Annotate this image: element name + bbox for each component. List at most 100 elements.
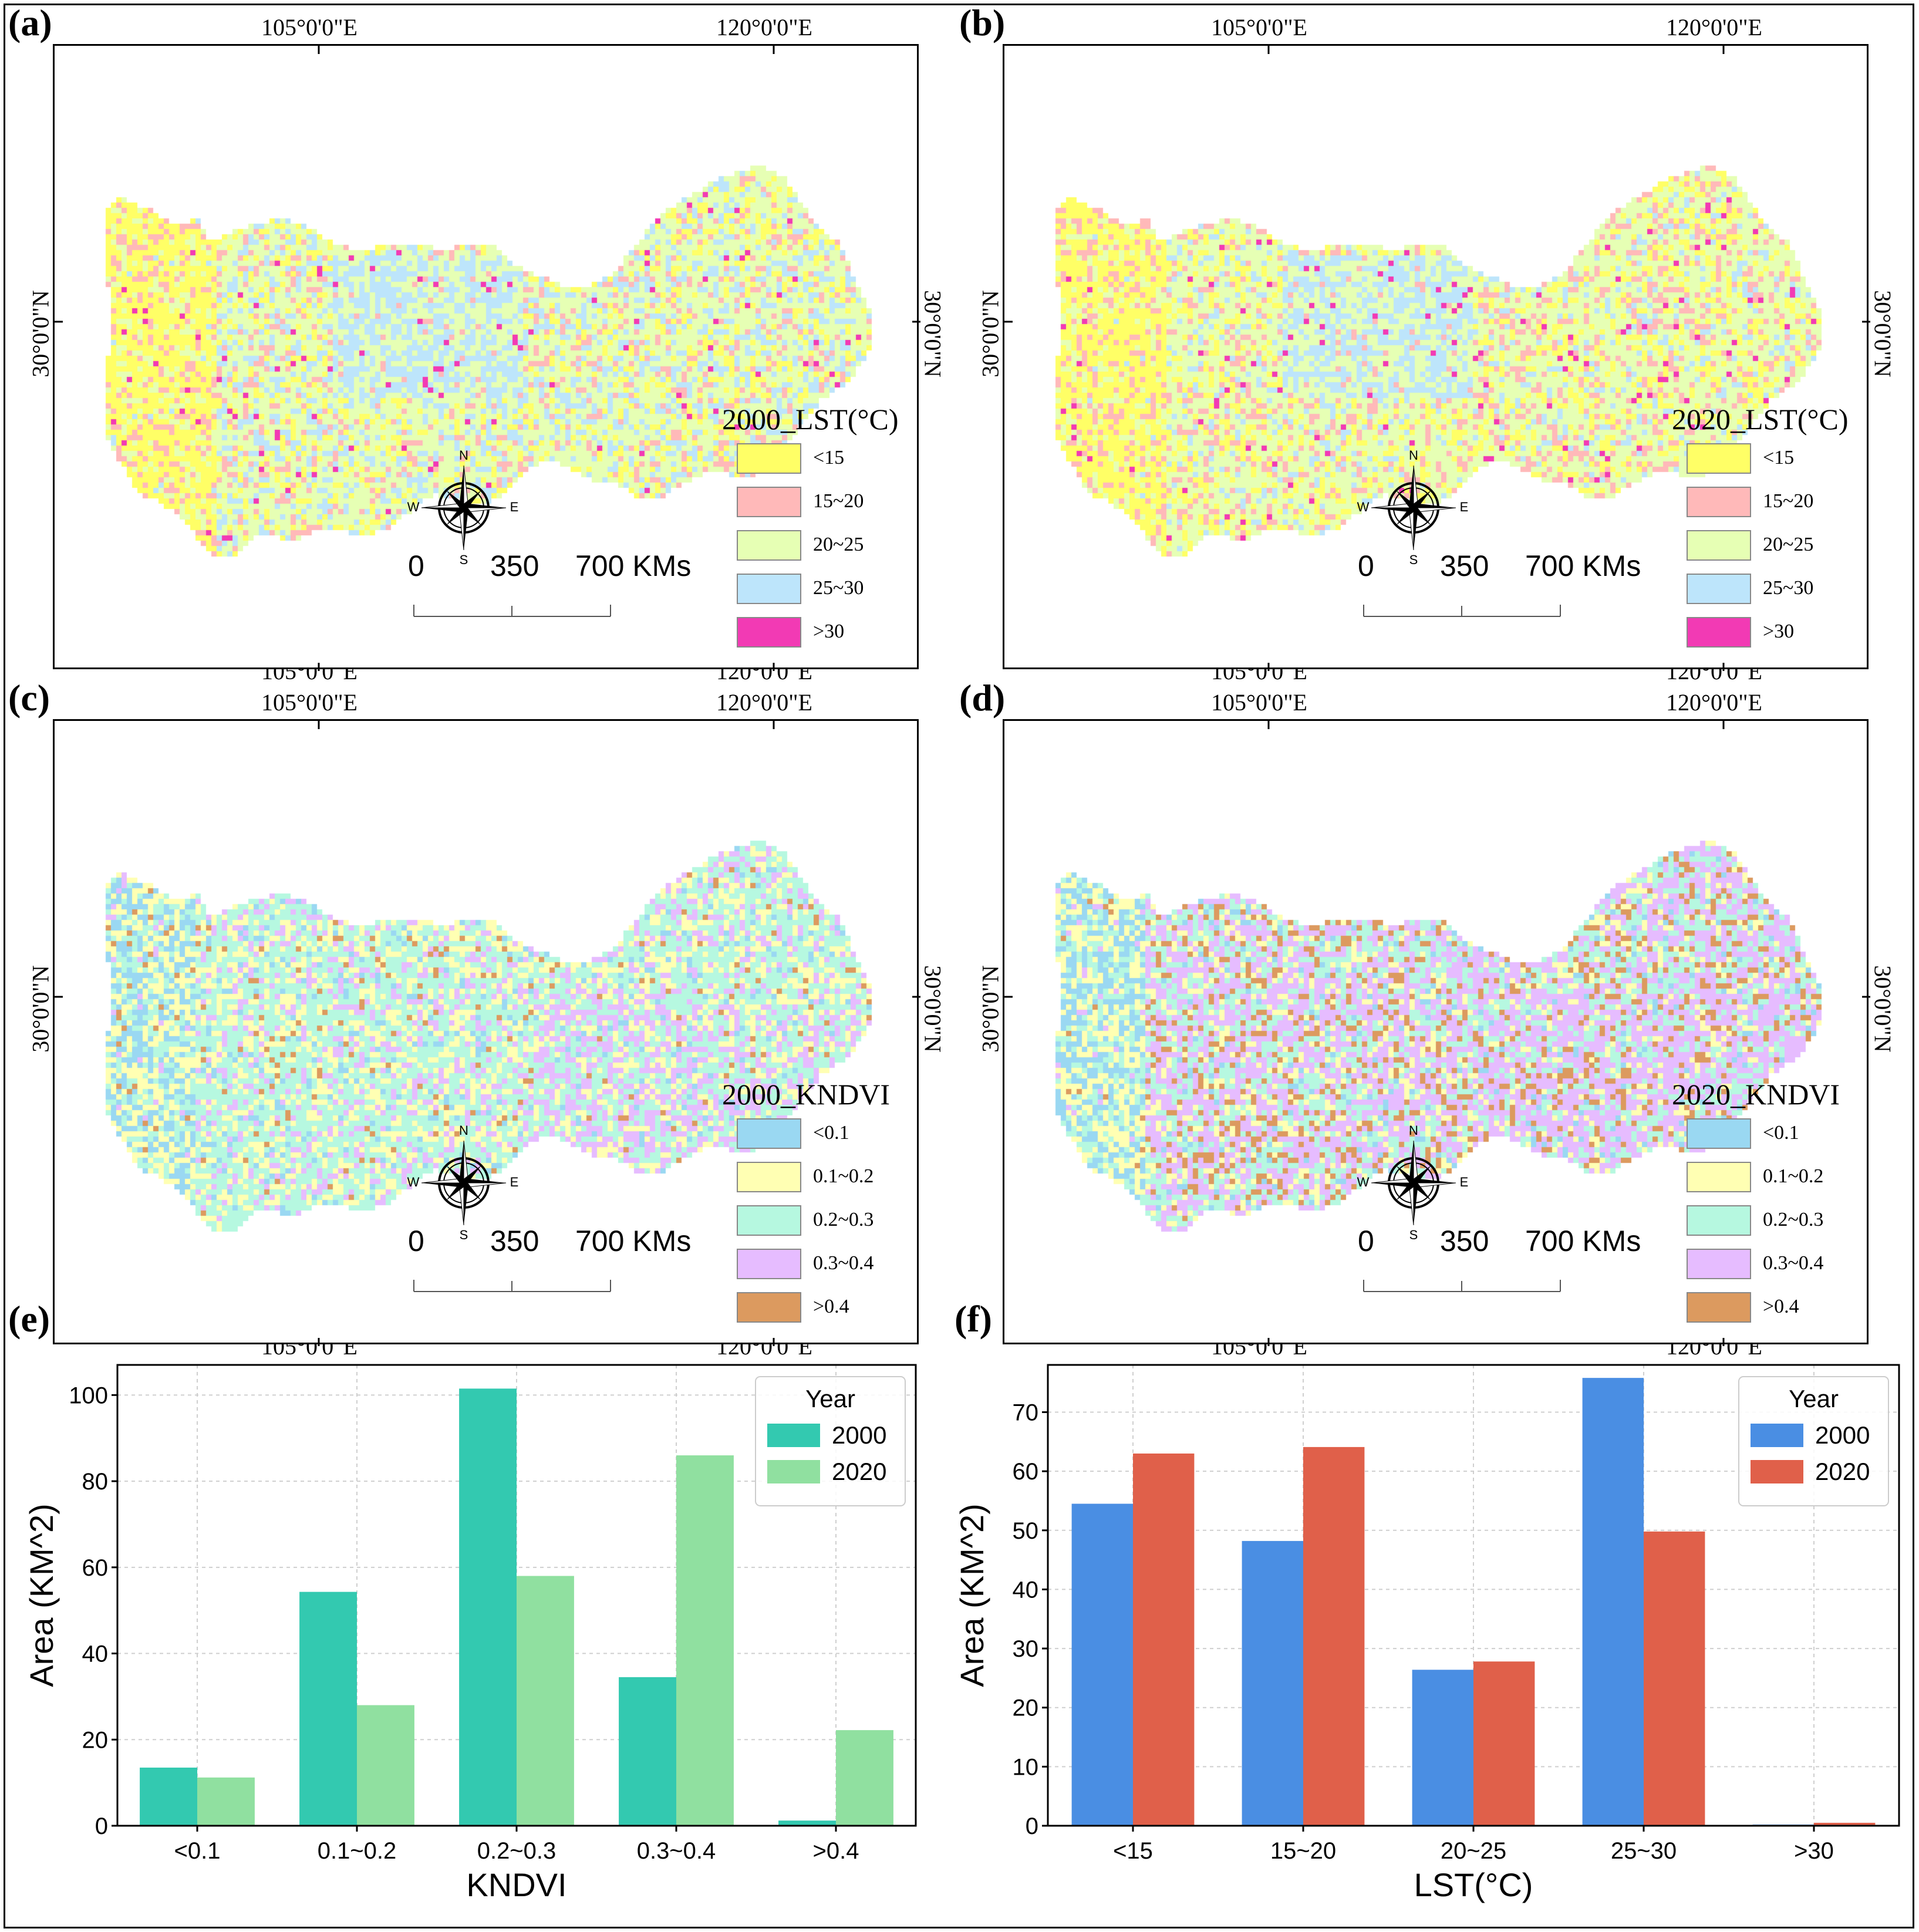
classified-raster-map xyxy=(1004,46,1870,671)
y-tick-label: 100 xyxy=(69,1383,108,1408)
legend-entry: 2000 xyxy=(1815,1421,1870,1449)
legend-label: 0.2~0.3 xyxy=(813,1209,874,1230)
legend-label: <15 xyxy=(1763,447,1795,468)
bar-2000-4 xyxy=(778,1820,836,1826)
compass-letter-n: N xyxy=(459,449,468,463)
y-tick-label: 20 xyxy=(1013,1695,1039,1721)
x-axis-label: KNDVI xyxy=(466,1866,566,1903)
legend-title: Year xyxy=(1789,1385,1839,1412)
compass-letter-w: W xyxy=(407,500,420,514)
x-axis-label: LST(°C) xyxy=(1414,1866,1533,1903)
scale-bar-label-end: 700 KMs xyxy=(1525,549,1641,582)
bar-2020-0 xyxy=(1133,1453,1195,1826)
compass-letter-e: E xyxy=(510,1175,519,1189)
compass-letter-s: S xyxy=(1409,552,1418,567)
legend-swatch xyxy=(737,1118,801,1149)
compass-letter-s: S xyxy=(460,1228,468,1242)
legend-label: <15 xyxy=(813,447,845,468)
x-tick-label: 0.2~0.3 xyxy=(477,1838,557,1864)
legend-swatch xyxy=(737,1292,801,1323)
scale-bar-label-zero: 0 xyxy=(1358,549,1374,582)
left-latitude-label: 30°0'0"N xyxy=(27,290,54,377)
y-axis-label: Area (KM^2) xyxy=(23,1503,60,1687)
legend-label: 25~30 xyxy=(1763,577,1814,599)
scale-bar-label-end: 700 KMs xyxy=(1525,1225,1641,1257)
legend-swatch xyxy=(1687,1162,1751,1192)
y-tick-label: 70 xyxy=(1013,1400,1039,1426)
compass-letter-n: N xyxy=(459,1124,468,1138)
legend-label: >30 xyxy=(1763,621,1795,642)
scale-bar xyxy=(1363,605,1561,617)
legend-label: 15~20 xyxy=(1763,490,1814,512)
map-frame-d xyxy=(1003,719,1870,1346)
y-tick-label: 40 xyxy=(1013,1577,1039,1603)
scale-bar-label-mid: 350 xyxy=(490,549,539,582)
classified-raster-map xyxy=(55,721,920,1346)
bar-2020-1 xyxy=(1303,1447,1365,1826)
y-tick-label: 50 xyxy=(1013,1518,1039,1544)
legend-swatch xyxy=(737,487,801,517)
compass-rose-icon: N S E W xyxy=(1357,1124,1469,1242)
legend-title: Year xyxy=(805,1385,855,1412)
legend-label: >0.4 xyxy=(813,1296,849,1317)
y-tick-label: 0 xyxy=(1026,1813,1038,1839)
x-tick-label: <0.1 xyxy=(174,1838,221,1864)
classified-raster-map xyxy=(55,46,920,671)
top-longitude-label: 105°0'0"E xyxy=(261,14,358,41)
y-axis-label: Area (KM^2) xyxy=(957,1503,990,1687)
legend-swatch xyxy=(1687,574,1751,604)
compass-letter-s: S xyxy=(460,552,468,567)
x-tick-label: 25~30 xyxy=(1611,1838,1677,1864)
bar-2000-2 xyxy=(1412,1670,1473,1826)
compass-letter-w: W xyxy=(1357,1175,1370,1189)
bar-2000-3 xyxy=(619,1677,676,1826)
bar-2020-1 xyxy=(357,1705,414,1826)
legend-label: 0.2~0.3 xyxy=(1763,1209,1824,1230)
scale-bar-label-zero: 0 xyxy=(408,1225,424,1257)
x-tick-label: >30 xyxy=(1794,1838,1834,1864)
x-tick-label: 20~25 xyxy=(1441,1838,1506,1864)
compass-rose-icon: N S E W xyxy=(407,1124,519,1242)
legend-label: <0.1 xyxy=(1763,1122,1799,1144)
top-longitude-label: 105°0'0"E xyxy=(1211,14,1307,41)
scale-bar-label-zero: 0 xyxy=(408,549,424,582)
legend-label: <0.1 xyxy=(813,1122,849,1144)
legend-swatch xyxy=(737,617,801,648)
legend-label: 0.1~0.2 xyxy=(813,1165,874,1187)
panel-letter-b: (b) xyxy=(959,2,1006,43)
left-latitude-label: 30°0'0"N xyxy=(27,965,54,1053)
frame-ticks xyxy=(55,721,920,1346)
frame-ticks xyxy=(1004,721,1870,1346)
x-tick-label: 0.1~0.2 xyxy=(318,1838,397,1864)
map-frame-a xyxy=(53,44,920,671)
compass-letter-w: W xyxy=(407,1175,420,1189)
panel-letter-e: (e) xyxy=(8,1298,50,1340)
legend-entry: 2000 xyxy=(832,1421,886,1449)
scale-bar-label-mid: 350 xyxy=(490,1225,539,1257)
legend-swatch xyxy=(1687,1118,1751,1149)
compass-letter-n: N xyxy=(1409,1124,1418,1138)
panel-letter-f: (f) xyxy=(955,1298,992,1340)
bar-2020-2 xyxy=(1473,1661,1535,1826)
bar-2000-0 xyxy=(140,1767,197,1826)
bar-2000-1 xyxy=(1242,1540,1303,1826)
legend-label: 0.3~0.4 xyxy=(1763,1252,1824,1274)
legend-swatch xyxy=(737,1162,801,1192)
legend-entry: 2020 xyxy=(832,1458,886,1485)
legend-title: 2020_KNDVI xyxy=(1672,1078,1840,1111)
bar-2000-3 xyxy=(1582,1378,1644,1826)
legend-title: 2000_KNDVI xyxy=(722,1078,891,1111)
top-longitude-label: 120°0'0"E xyxy=(1666,689,1762,716)
scale-bar xyxy=(1363,1280,1561,1292)
y-tick-label: 40 xyxy=(82,1641,109,1667)
top-longitude-label: 120°0'0"E xyxy=(1666,14,1762,41)
y-tick-label: 60 xyxy=(1013,1459,1039,1485)
legend-swatch xyxy=(1687,443,1751,474)
legend-title: 2020_LST(°C) xyxy=(1672,403,1849,436)
legend-swatch xyxy=(737,1249,801,1279)
top-longitude-label: 120°0'0"E xyxy=(716,14,812,41)
legend-title: 2000_LST(°C) xyxy=(722,403,899,436)
scale-bar-label-zero: 0 xyxy=(1358,1225,1374,1257)
left-latitude-label: 30°0'0"N xyxy=(977,965,1004,1053)
bar-2020-0 xyxy=(197,1777,255,1826)
